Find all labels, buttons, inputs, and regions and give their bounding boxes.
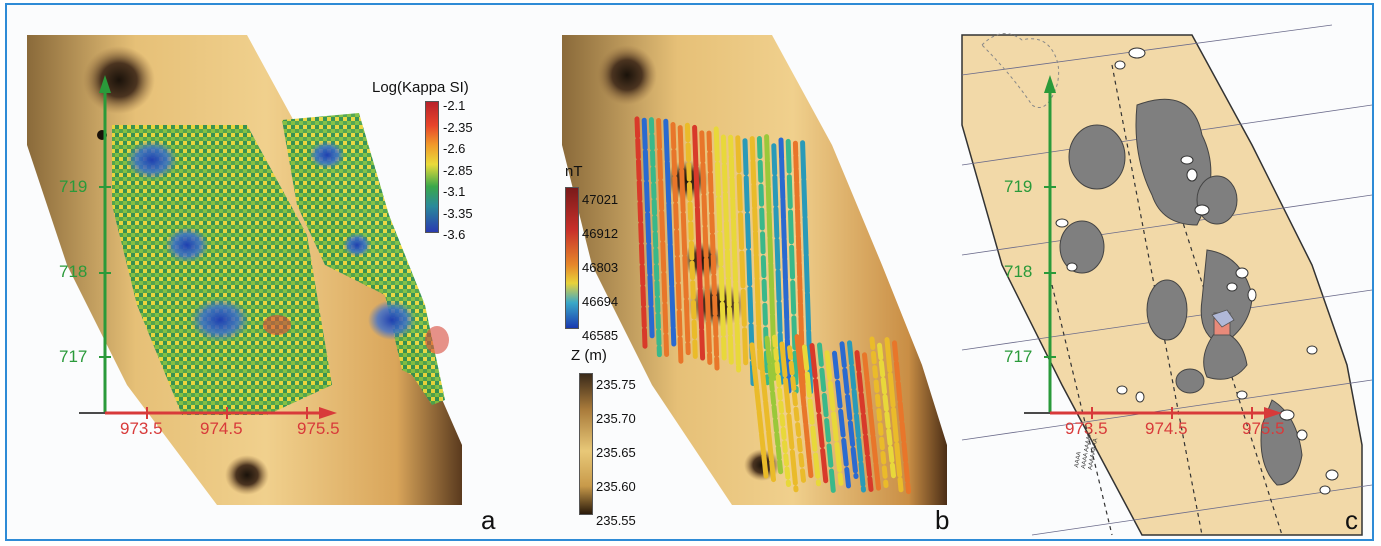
survey-line	[892, 340, 911, 495]
dark-features	[1059, 98, 1303, 486]
survey-line	[699, 130, 713, 365]
survey-line	[824, 350, 844, 486]
survey-line	[670, 122, 684, 367]
survey-line	[749, 136, 763, 370]
survey-line	[656, 117, 670, 357]
survey-line	[854, 350, 874, 492]
panel-a-letter: a	[481, 505, 496, 535]
kappa-tick: -2.35	[443, 119, 473, 135]
nt-legend-ticks: 47021 46912 46803 46694 46585	[582, 183, 618, 353]
panel-c-x-tick-974-5: 974.5	[1145, 419, 1188, 438]
panel-c-y-tick-719: 719	[1004, 177, 1033, 196]
survey-line	[663, 118, 677, 347]
figure-frame: 719 718 717 973.5 974.5 975.5 Log(Kappa …	[5, 3, 1374, 541]
mag-survey-lines	[634, 116, 911, 496]
survey-line	[785, 138, 799, 394]
survey-line	[648, 117, 662, 358]
panel-c-map	[961, 24, 1372, 536]
panel-c-x-tick-975-5: 975.5	[1242, 419, 1285, 438]
kappa-tick: -3.6	[443, 227, 466, 242]
survey-line	[706, 130, 720, 371]
z-tick: 235.75	[596, 377, 636, 392]
survey-line	[749, 342, 769, 479]
survey-line	[684, 122, 698, 363]
panel-c-y-tick-717: 717	[1004, 347, 1033, 366]
kappa-legend-title: Log(Kappa SI)	[372, 79, 469, 96]
z-legend-ticks: 235.75 235.70 235.65 235.60 235.55	[596, 368, 636, 538]
stone-features	[1055, 47, 1339, 495]
survey-line	[764, 335, 784, 478]
survey-line	[802, 344, 821, 487]
survey-line	[677, 125, 691, 356]
kappa-grid-west	[112, 125, 332, 415]
nt-tick: 46912	[582, 226, 619, 241]
kappa-tick: -3.35	[443, 205, 473, 221]
survey-line	[641, 117, 655, 342]
z-tick: 235.70	[596, 411, 636, 426]
survey-line	[817, 342, 836, 496]
survey-line	[832, 350, 851, 489]
survey-line	[809, 343, 829, 486]
panel-b-map	[562, 35, 947, 505]
kappa-tick: -2.6	[443, 141, 466, 156]
survey-line	[862, 352, 881, 491]
panel-a-y-tick-718: 718	[59, 262, 88, 281]
survey-line	[869, 336, 889, 489]
z-tick: 235.65	[596, 445, 636, 460]
z-legend-colorbar	[579, 373, 593, 515]
survey-line	[847, 340, 866, 493]
panel-c-y-tick-718: 718	[1004, 262, 1033, 281]
survey-line	[713, 126, 727, 361]
nt-tick: 46585	[582, 328, 619, 343]
kappa-tick: -2.1	[443, 98, 466, 113]
survey-line	[720, 134, 734, 368]
survey-line	[877, 342, 896, 479]
survey-line	[800, 140, 814, 395]
survey-line	[757, 339, 776, 483]
nt-tick: 47021	[582, 192, 619, 207]
panel-b-letter: b	[935, 505, 950, 535]
kappa-tick: -3.1	[443, 184, 466, 199]
z-legend-title: Z (m)	[571, 347, 607, 364]
nt-legend-colorbar	[565, 187, 579, 329]
panel-a-y-tick-717: 717	[59, 347, 88, 366]
panel-a-x-tick-973-5: 973.5	[120, 419, 163, 438]
survey-line	[634, 116, 648, 349]
survey-line	[787, 345, 806, 483]
panel-a-map	[27, 35, 462, 505]
survey-line	[772, 334, 791, 488]
nt-tick: 46803	[582, 260, 619, 275]
panel-c-x-tick-973-5: 973.5	[1065, 419, 1108, 438]
panel-a-y-tick-719: 719	[59, 177, 88, 196]
survey-line	[735, 135, 749, 369]
survey-line	[779, 341, 799, 493]
panel-a-x-tick-975-5: 975.5	[297, 419, 340, 438]
kappa-legend-colorbar	[425, 101, 439, 233]
z-tick: 235.55	[596, 513, 636, 528]
survey-line	[792, 140, 806, 399]
survey-line	[884, 337, 904, 493]
survey-line	[839, 341, 859, 480]
nt-legend-title: nT	[565, 163, 583, 180]
z-tick: 235.60	[596, 479, 636, 494]
trench-hatch	[1211, 309, 1235, 328]
survey-line	[728, 134, 742, 373]
survey-line	[794, 334, 814, 479]
kappa-tick: -2.85	[443, 162, 473, 178]
nt-tick: 46694	[582, 294, 619, 309]
panel-a-x-tick-974-5: 974.5	[200, 419, 243, 438]
survey-line	[692, 124, 706, 361]
kappa-legend-ticks: -2.1 -2.35 -2.6 -2.85 -3.1 -3.35 -3.6	[443, 95, 473, 246]
panel-c-letter: c	[1345, 505, 1358, 535]
